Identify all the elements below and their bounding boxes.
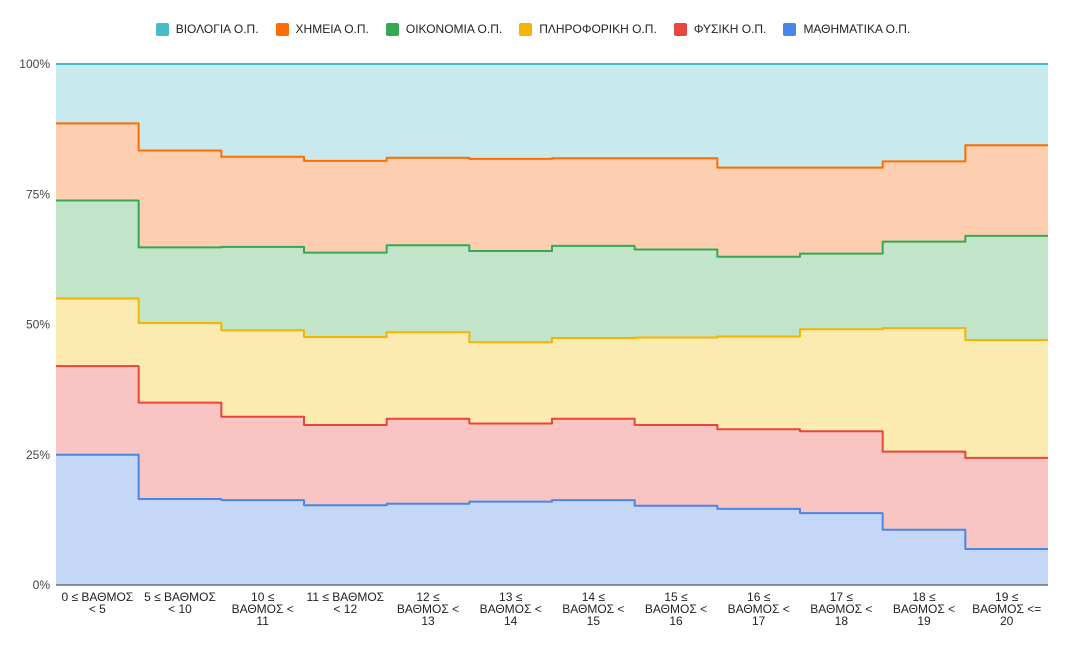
legend-swatch: [783, 22, 797, 36]
x-tick-label-line: ΒΑΘΜΟΣ <: [645, 602, 707, 616]
x-tick-label: 19 ≤ ΒΑΘΜΟΣ <= 20: [972, 590, 1041, 628]
chart-legend: ΒΙΟΛΟΓΙΑ Ο.Π. ΧΗΜΕΙΑ Ο.Π. ΟΙΚΟΝΟΜΙΑ Ο.Π. ΠΛ…: [0, 20, 1066, 38]
area-layers: [56, 64, 1048, 585]
x-tick-label-line: 0 ≤ ΒΑΘΜΟΣ: [61, 590, 133, 604]
x-tick-label-line: 16: [669, 614, 683, 628]
x-tick-label-line: ΒΑΘΜΟΣ <=: [972, 602, 1041, 616]
legend-label: ΟΙΚΟΝΟΜΙΑ Ο.Π.: [405, 22, 503, 36]
x-tick-label: 11 ≤ ΒΑΘΜΟΣ < 12: [307, 590, 385, 616]
x-tick-label-line: < 10: [168, 602, 192, 616]
line-οικονομια-ο-π: [56, 199, 1048, 258]
area-βιολογια-ο-π: [56, 64, 1048, 168]
x-tick-label: 14 ≤ ΒΑΘΜΟΣ <15: [562, 590, 624, 628]
x-tick-label: 10 ≤ ΒΑΘΜΟΣ <11: [232, 590, 294, 628]
x-tick-label: 16 ≤ ΒΑΘΜΟΣ <17: [728, 590, 790, 628]
x-tick-label-line: ΒΑΘΜΟΣ <: [810, 602, 872, 616]
legend-label: ΜΑΘΗΜΑΤΙΚΑ Ο.Π.: [803, 22, 911, 36]
legend-item[interactable]: ΜΑΘΗΜΑΤΙΚΑ Ο.Π.: [783, 22, 910, 36]
legend-item[interactable]: ΟΙΚΟΝΟΜΙΑ Ο.Π.: [385, 22, 503, 36]
x-tick-label-line: 14: [504, 614, 518, 628]
y-axis-labels: 0% 25% 50% 75% 100%: [19, 57, 50, 592]
area-οικονομια-ο-π: [56, 200, 1048, 343]
x-tick-label: 0 ≤ ΒΑΘΜΟΣ < 5: [61, 590, 133, 616]
legend-swatch: [275, 22, 289, 36]
x-tick-label: 17 ≤ ΒΑΘΜΟΣ <18: [810, 590, 872, 628]
x-tick-label-line: < 5: [89, 602, 106, 616]
line-πληροφορικη-ο-π: [56, 297, 1048, 344]
x-tick-label: 18 ≤ ΒΑΘΜΟΣ <19: [893, 590, 955, 628]
x-tick-label-line: 11 ≤ ΒΑΘΜΟΣ: [307, 590, 385, 604]
x-tick-label: 12 ≤ ΒΑΘΜΟΣ <13: [397, 590, 459, 628]
y-tick-label: 25%: [26, 448, 50, 462]
legend-item[interactable]: ΦΥΣΙΚΗ Ο.Π.: [673, 22, 767, 36]
series-lines: [56, 63, 1048, 551]
y-tick-label: 50%: [26, 318, 50, 332]
x-tick-label: 15 ≤ ΒΑΘΜΟΣ <16: [645, 590, 707, 628]
x-tick-label-line: 19 ≤: [995, 590, 1019, 604]
x-tick-label-line: < 12: [333, 602, 357, 616]
x-tick-label-line: 20: [1000, 614, 1014, 628]
legend-label: ΦΥΣΙΚΗ Ο.Π.: [693, 22, 767, 36]
legend-swatch: [385, 22, 399, 36]
x-tick-label: 13 ≤ ΒΑΘΜΟΣ <14: [480, 590, 542, 628]
x-tick-label-line: 13 ≤: [499, 590, 523, 604]
line-μαθηματικα-ο-π: [56, 453, 1048, 551]
y-tick-label: 0%: [33, 578, 51, 592]
x-tick-label-line: 18 ≤: [912, 590, 936, 604]
x-tick-label-line: 18: [835, 614, 849, 628]
x-tick-label-line: 10 ≤: [251, 590, 275, 604]
x-tick-label-line: ΒΑΘΜΟΣ <: [480, 602, 542, 616]
x-tick-label-line: ΒΑΘΜΟΣ <: [893, 602, 955, 616]
y-tick-label: 100%: [19, 57, 50, 71]
y-tick-label: 75%: [26, 187, 50, 201]
x-tick-label-line: 13: [421, 614, 435, 628]
legend-swatch: [519, 22, 533, 36]
legend-label: ΠΛΗΡΟΦΟΡΙΚΗ Ο.Π.: [539, 22, 657, 36]
x-tick-label-line: 17 ≤: [830, 590, 854, 604]
x-tick-label-line: 19: [917, 614, 931, 628]
legend-item[interactable]: ΒΙΟΛΟΓΙΑ Ο.Π.: [155, 22, 259, 36]
x-tick-label-line: 12 ≤: [416, 590, 440, 604]
area-χημεια-ο-π: [56, 123, 1048, 257]
legend-swatch: [673, 22, 687, 36]
line-χημεια-ο-π: [56, 122, 1048, 169]
x-tick-label-line: ΒΑΘΜΟΣ <: [397, 602, 459, 616]
x-tick-label-line: ΒΑΘΜΟΣ <: [562, 602, 624, 616]
x-tick-label-line: ΒΑΘΜΟΣ <: [232, 602, 294, 616]
area-μαθηματικα-ο-π: [56, 454, 1048, 585]
legend-swatch: [155, 22, 169, 36]
x-tick-label: 5 ≤ ΒΑΘΜΟΣ < 10: [144, 590, 216, 616]
x-tick-label-line: 16 ≤: [747, 590, 771, 604]
legend-label: ΧΗΜΕΙΑ Ο.Π.: [295, 22, 369, 36]
x-tick-label-line: 11: [256, 614, 269, 628]
legend-item[interactable]: ΠΛΗΡΟΦΟΡΙΚΗ Ο.Π.: [519, 22, 657, 36]
legend-label: ΒΙΟΛΟΓΙΑ Ο.Π.: [175, 22, 259, 36]
x-tick-label-line: 15 ≤: [664, 590, 688, 604]
line-φυσικη-ο-π: [56, 365, 1048, 459]
x-tick-label-line: ΒΑΘΜΟΣ <: [728, 602, 790, 616]
legend-item[interactable]: ΧΗΜΕΙΑ Ο.Π.: [275, 22, 369, 36]
x-tick-label-line: 5 ≤ ΒΑΘΜΟΣ: [144, 590, 216, 604]
x-tick-label-line: 14 ≤: [582, 590, 606, 604]
x-tick-label-line: 17: [752, 614, 766, 628]
x-tick-label-line: 15: [587, 614, 601, 628]
